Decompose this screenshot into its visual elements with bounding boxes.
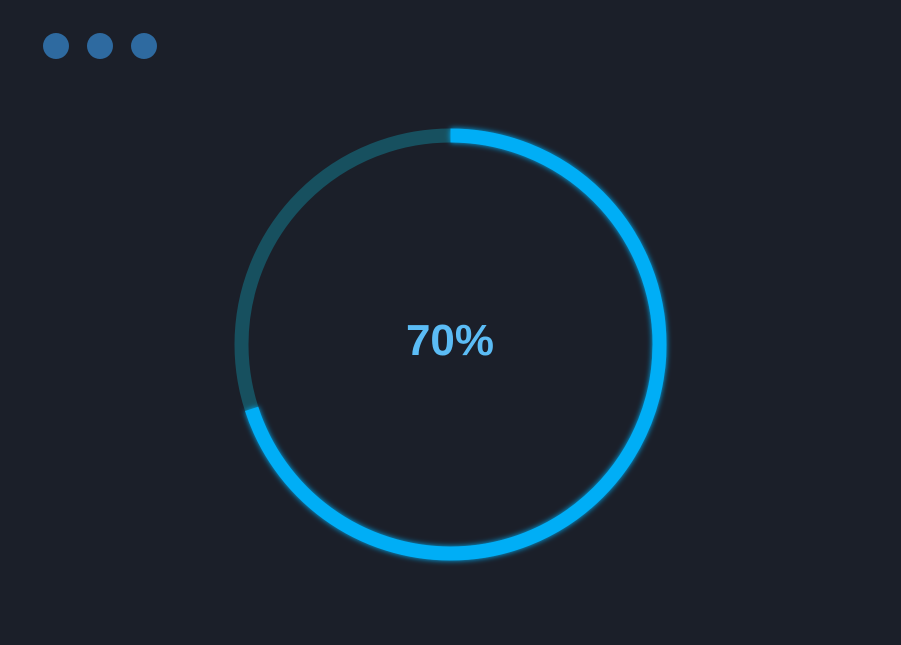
window-controls — [43, 33, 157, 59]
window-dot[interactable] — [43, 33, 69, 59]
window-dot[interactable] — [131, 33, 157, 59]
window-dot[interactable] — [87, 33, 113, 59]
progress-fill — [234, 128, 667, 561]
progress-percentage: 70% — [405, 316, 495, 365]
